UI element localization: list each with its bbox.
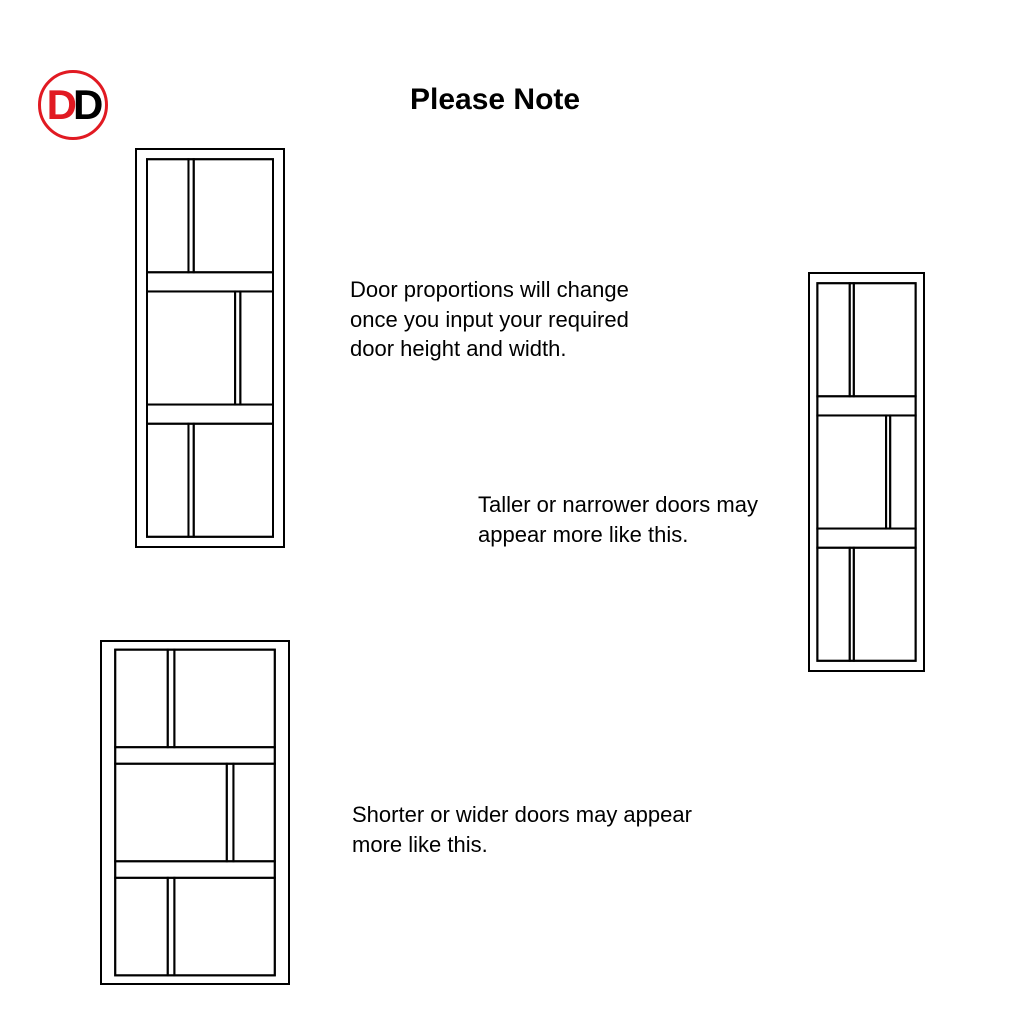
door-narrow-svg: [808, 272, 925, 672]
door-narrow: [808, 272, 925, 672]
door-wide-svg: [100, 640, 290, 985]
diagram-canvas: { "title": { "text": "Please Note", "fon…: [0, 0, 1024, 1024]
door-wide: [100, 640, 290, 985]
dd-logo-text: DD: [47, 81, 100, 129]
door-original: [135, 148, 285, 548]
door-original-svg: [135, 148, 285, 548]
note-taller: Taller or narrower doors may appear more…: [478, 490, 808, 549]
dd-logo: DD: [38, 70, 108, 140]
dd-logo-ring: DD: [38, 70, 108, 140]
page-title: Please Note: [410, 83, 580, 117]
note-shorter: Shorter or wider doors may appear more l…: [352, 800, 692, 859]
note-proportions: Door proportions will change once you in…: [350, 275, 670, 364]
